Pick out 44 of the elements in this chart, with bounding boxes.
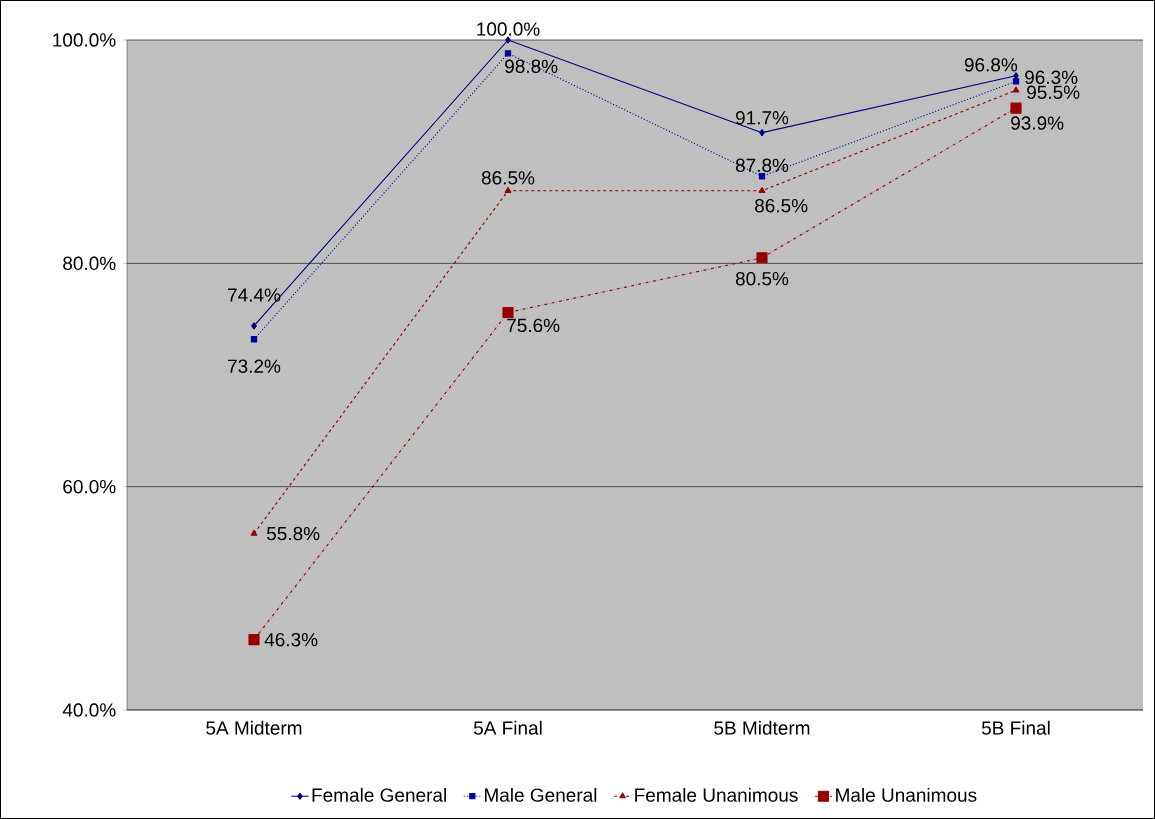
point: [250, 529, 258, 536]
legend-label: Male Unanimous: [836, 787, 977, 802]
data-label: 75.6%: [507, 318, 560, 333]
data-label: 91.7%: [735, 111, 789, 125]
point: [1010, 102, 1022, 114]
x-tick-label: 5A Midterm: [206, 720, 302, 735]
data-label: 100.0%: [477, 22, 540, 36]
point: [505, 36, 511, 44]
y-tick-label: 100.0%: [53, 33, 116, 47]
point: [1013, 72, 1019, 80]
data-label: 55.8%: [266, 526, 320, 541]
data-label: 93.9%: [1011, 116, 1064, 130]
legend-label: Female Unanimous: [635, 787, 798, 802]
point: [250, 336, 258, 343]
point: [1012, 78, 1020, 85]
point: [756, 252, 768, 264]
y-tick-label: 80.0%: [63, 256, 116, 271]
point: [251, 322, 257, 330]
data-label: 86.5%: [755, 198, 808, 213]
point: [504, 50, 512, 57]
data-label: 74.4%: [228, 288, 281, 302]
data-label: 87.8%: [735, 158, 789, 173]
data-label: 95.5%: [1027, 85, 1080, 99]
data-label: 86.5%: [481, 171, 535, 185]
point: [1012, 86, 1020, 93]
data-label: 73.2%: [228, 359, 281, 373]
data-label: 96.8%: [964, 58, 1018, 72]
point: [759, 129, 765, 137]
point: [758, 173, 766, 180]
data-label: 46.3%: [264, 632, 318, 647]
point: [504, 187, 512, 193]
data-label: 98.8%: [505, 59, 558, 74]
x-tick-label: 5B Final: [981, 720, 1050, 735]
point: [502, 306, 514, 319]
data-label: 80.5%: [735, 271, 789, 286]
point: [248, 634, 260, 646]
legend-label: Male General: [484, 787, 597, 802]
y-tick-label: 40.0%: [62, 703, 116, 717]
data-label: 96.3%: [1025, 70, 1078, 85]
y-tick-label: 60.0%: [63, 479, 116, 494]
x-tick-label: 5A Final: [473, 720, 542, 735]
point: [758, 187, 766, 193]
legend-label: Female General: [312, 787, 446, 802]
x-tick-label: 5B Midterm: [714, 720, 810, 735]
